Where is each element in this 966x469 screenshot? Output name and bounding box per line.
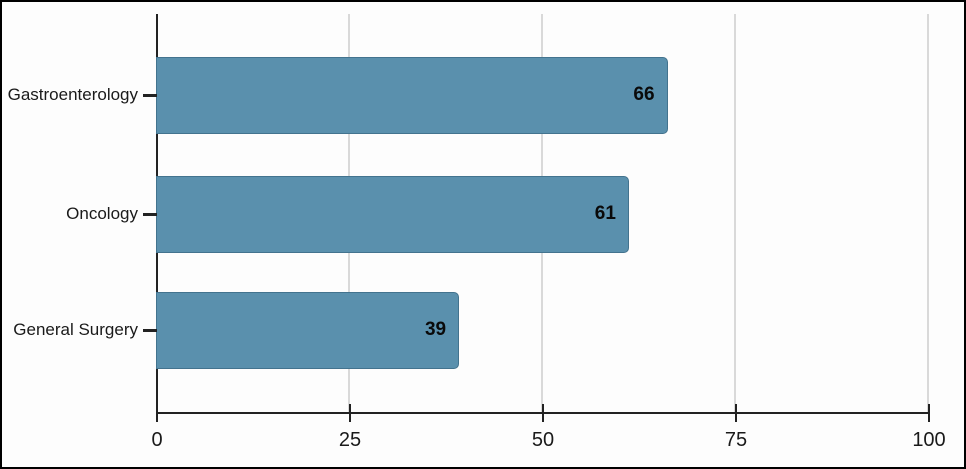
- x-tick-label-25: 25: [338, 429, 362, 451]
- gridline-x-100: [927, 14, 929, 412]
- bar-gastroenterology: 66: [156, 56, 668, 134]
- bar-oncology: 61: [156, 175, 629, 253]
- gridline-x-75: [734, 14, 736, 412]
- y-tick-oncology: [143, 213, 157, 216]
- category-label-oncology: Oncology: [66, 204, 138, 223]
- x-tick-50: [542, 404, 544, 422]
- x-tick-0: [156, 404, 158, 422]
- x-tick-label-0: 0: [151, 429, 163, 451]
- category-label-gastroenterology: Gastroenterology: [7, 85, 138, 104]
- x-tick-100: [928, 404, 930, 422]
- y-tick-general-surgery: [143, 329, 157, 332]
- x-tick-label-50: 50: [531, 429, 555, 451]
- category-label-general-surgery: General Surgery: [13, 320, 138, 339]
- bar-value-label: 39: [424, 319, 447, 340]
- x-tick-25: [349, 404, 351, 422]
- x-tick-75: [735, 404, 737, 422]
- bar-value-label: 66: [633, 84, 655, 105]
- x-tick-label-75: 75: [724, 429, 748, 451]
- bar-general-surgery: 39: [156, 291, 460, 369]
- y-tick-gastroenterology: [143, 94, 157, 97]
- x-tick-label-100: 100: [912, 429, 946, 451]
- bar-value-label: 61: [594, 203, 616, 224]
